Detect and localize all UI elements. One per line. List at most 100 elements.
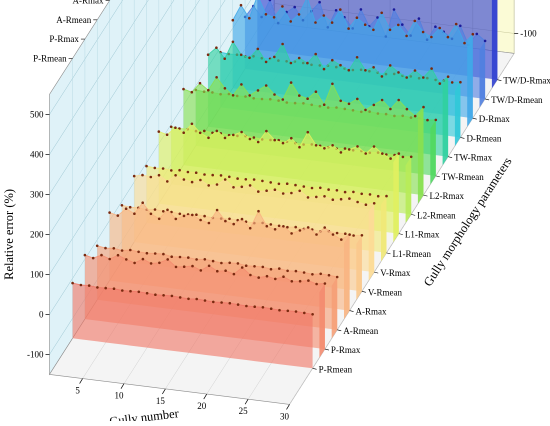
data-point xyxy=(215,183,219,186)
data-point xyxy=(244,178,248,181)
data-point xyxy=(380,11,384,15)
data-point xyxy=(265,129,268,133)
data-point xyxy=(293,5,297,9)
param-label-left: P-Rmax xyxy=(49,34,79,44)
series-area xyxy=(72,283,313,369)
data-point xyxy=(364,69,367,72)
data-point xyxy=(149,175,153,179)
data-point xyxy=(264,84,268,87)
data-point xyxy=(389,107,392,111)
data-point xyxy=(257,190,260,193)
data-point xyxy=(272,15,276,19)
data-point xyxy=(273,228,277,231)
data-point xyxy=(446,35,450,39)
data-point xyxy=(290,232,293,235)
data-point xyxy=(178,168,181,172)
data-point xyxy=(380,98,384,102)
data-point xyxy=(475,32,479,36)
data-point xyxy=(454,22,458,26)
data-point xyxy=(289,81,293,84)
data-point xyxy=(417,17,421,20)
data-point xyxy=(352,234,355,237)
data-point xyxy=(281,5,284,8)
data-point xyxy=(434,118,438,122)
data-point xyxy=(198,81,202,85)
z-tick-label-right: -100 xyxy=(520,28,537,38)
data-point xyxy=(343,147,347,150)
data-point xyxy=(261,306,265,309)
data-point xyxy=(327,273,331,277)
data-point xyxy=(257,209,260,213)
data-point xyxy=(141,201,144,204)
data-point xyxy=(182,178,186,181)
data-point xyxy=(224,219,227,223)
data-point xyxy=(248,226,252,230)
data-point xyxy=(120,204,124,207)
param-label-right: L2-Rmean xyxy=(417,210,456,220)
label-layer: -1000100200300400500-1000100200300400500… xyxy=(27,0,550,421)
data-point xyxy=(174,265,178,269)
data-point xyxy=(223,178,227,181)
x-tick-mark xyxy=(244,399,249,405)
data-point xyxy=(195,297,198,301)
data-point xyxy=(397,23,400,27)
data-point xyxy=(187,297,190,301)
data-point xyxy=(120,249,124,252)
data-point xyxy=(364,152,368,155)
param-label-right: P-Rmean xyxy=(319,364,353,374)
data-point xyxy=(310,186,314,190)
series-line xyxy=(183,76,424,117)
data-point xyxy=(343,190,347,194)
param-tick-mark-right xyxy=(411,214,416,216)
data-point xyxy=(422,76,425,79)
param-label-left: A-Rmean xyxy=(56,15,91,25)
data-point xyxy=(220,301,223,304)
data-point xyxy=(340,238,343,241)
data-point xyxy=(376,194,380,198)
data-point xyxy=(236,177,239,180)
data-point xyxy=(323,147,326,150)
data-point xyxy=(356,145,359,148)
data-point xyxy=(430,35,433,39)
series-line xyxy=(232,0,474,44)
data-point xyxy=(315,195,318,199)
data-point xyxy=(315,233,318,236)
data-point xyxy=(344,232,347,235)
data-point xyxy=(108,257,111,261)
data-point xyxy=(206,53,210,56)
data-point xyxy=(182,265,186,269)
data-point xyxy=(307,279,310,282)
data-point xyxy=(232,133,235,137)
data-point xyxy=(426,118,429,122)
series-line xyxy=(134,174,375,206)
data-point xyxy=(483,39,487,43)
data-point xyxy=(232,186,235,189)
data-point xyxy=(223,57,226,60)
data-point xyxy=(261,179,264,183)
data-point xyxy=(199,218,202,222)
data-point xyxy=(397,152,401,155)
data-point xyxy=(302,185,306,188)
param-tick-mark-right xyxy=(485,98,490,101)
data-point xyxy=(249,273,252,277)
param-tick-mark-right xyxy=(312,368,317,370)
data-point xyxy=(207,264,211,268)
data-point xyxy=(228,175,231,179)
data-point xyxy=(215,46,218,49)
data-point xyxy=(194,171,198,174)
data-point xyxy=(306,97,309,100)
data-point xyxy=(178,296,182,299)
data-point xyxy=(290,136,293,140)
data-point xyxy=(297,13,301,16)
data-point xyxy=(265,274,269,278)
data-point xyxy=(191,264,194,268)
data-point xyxy=(405,34,408,38)
data-point xyxy=(79,283,83,287)
data-point xyxy=(306,130,310,134)
data-point xyxy=(170,255,173,258)
data-point xyxy=(330,21,334,24)
data-point xyxy=(334,9,338,12)
data-point xyxy=(381,152,384,155)
data-point xyxy=(380,75,384,78)
data-point xyxy=(409,155,413,159)
